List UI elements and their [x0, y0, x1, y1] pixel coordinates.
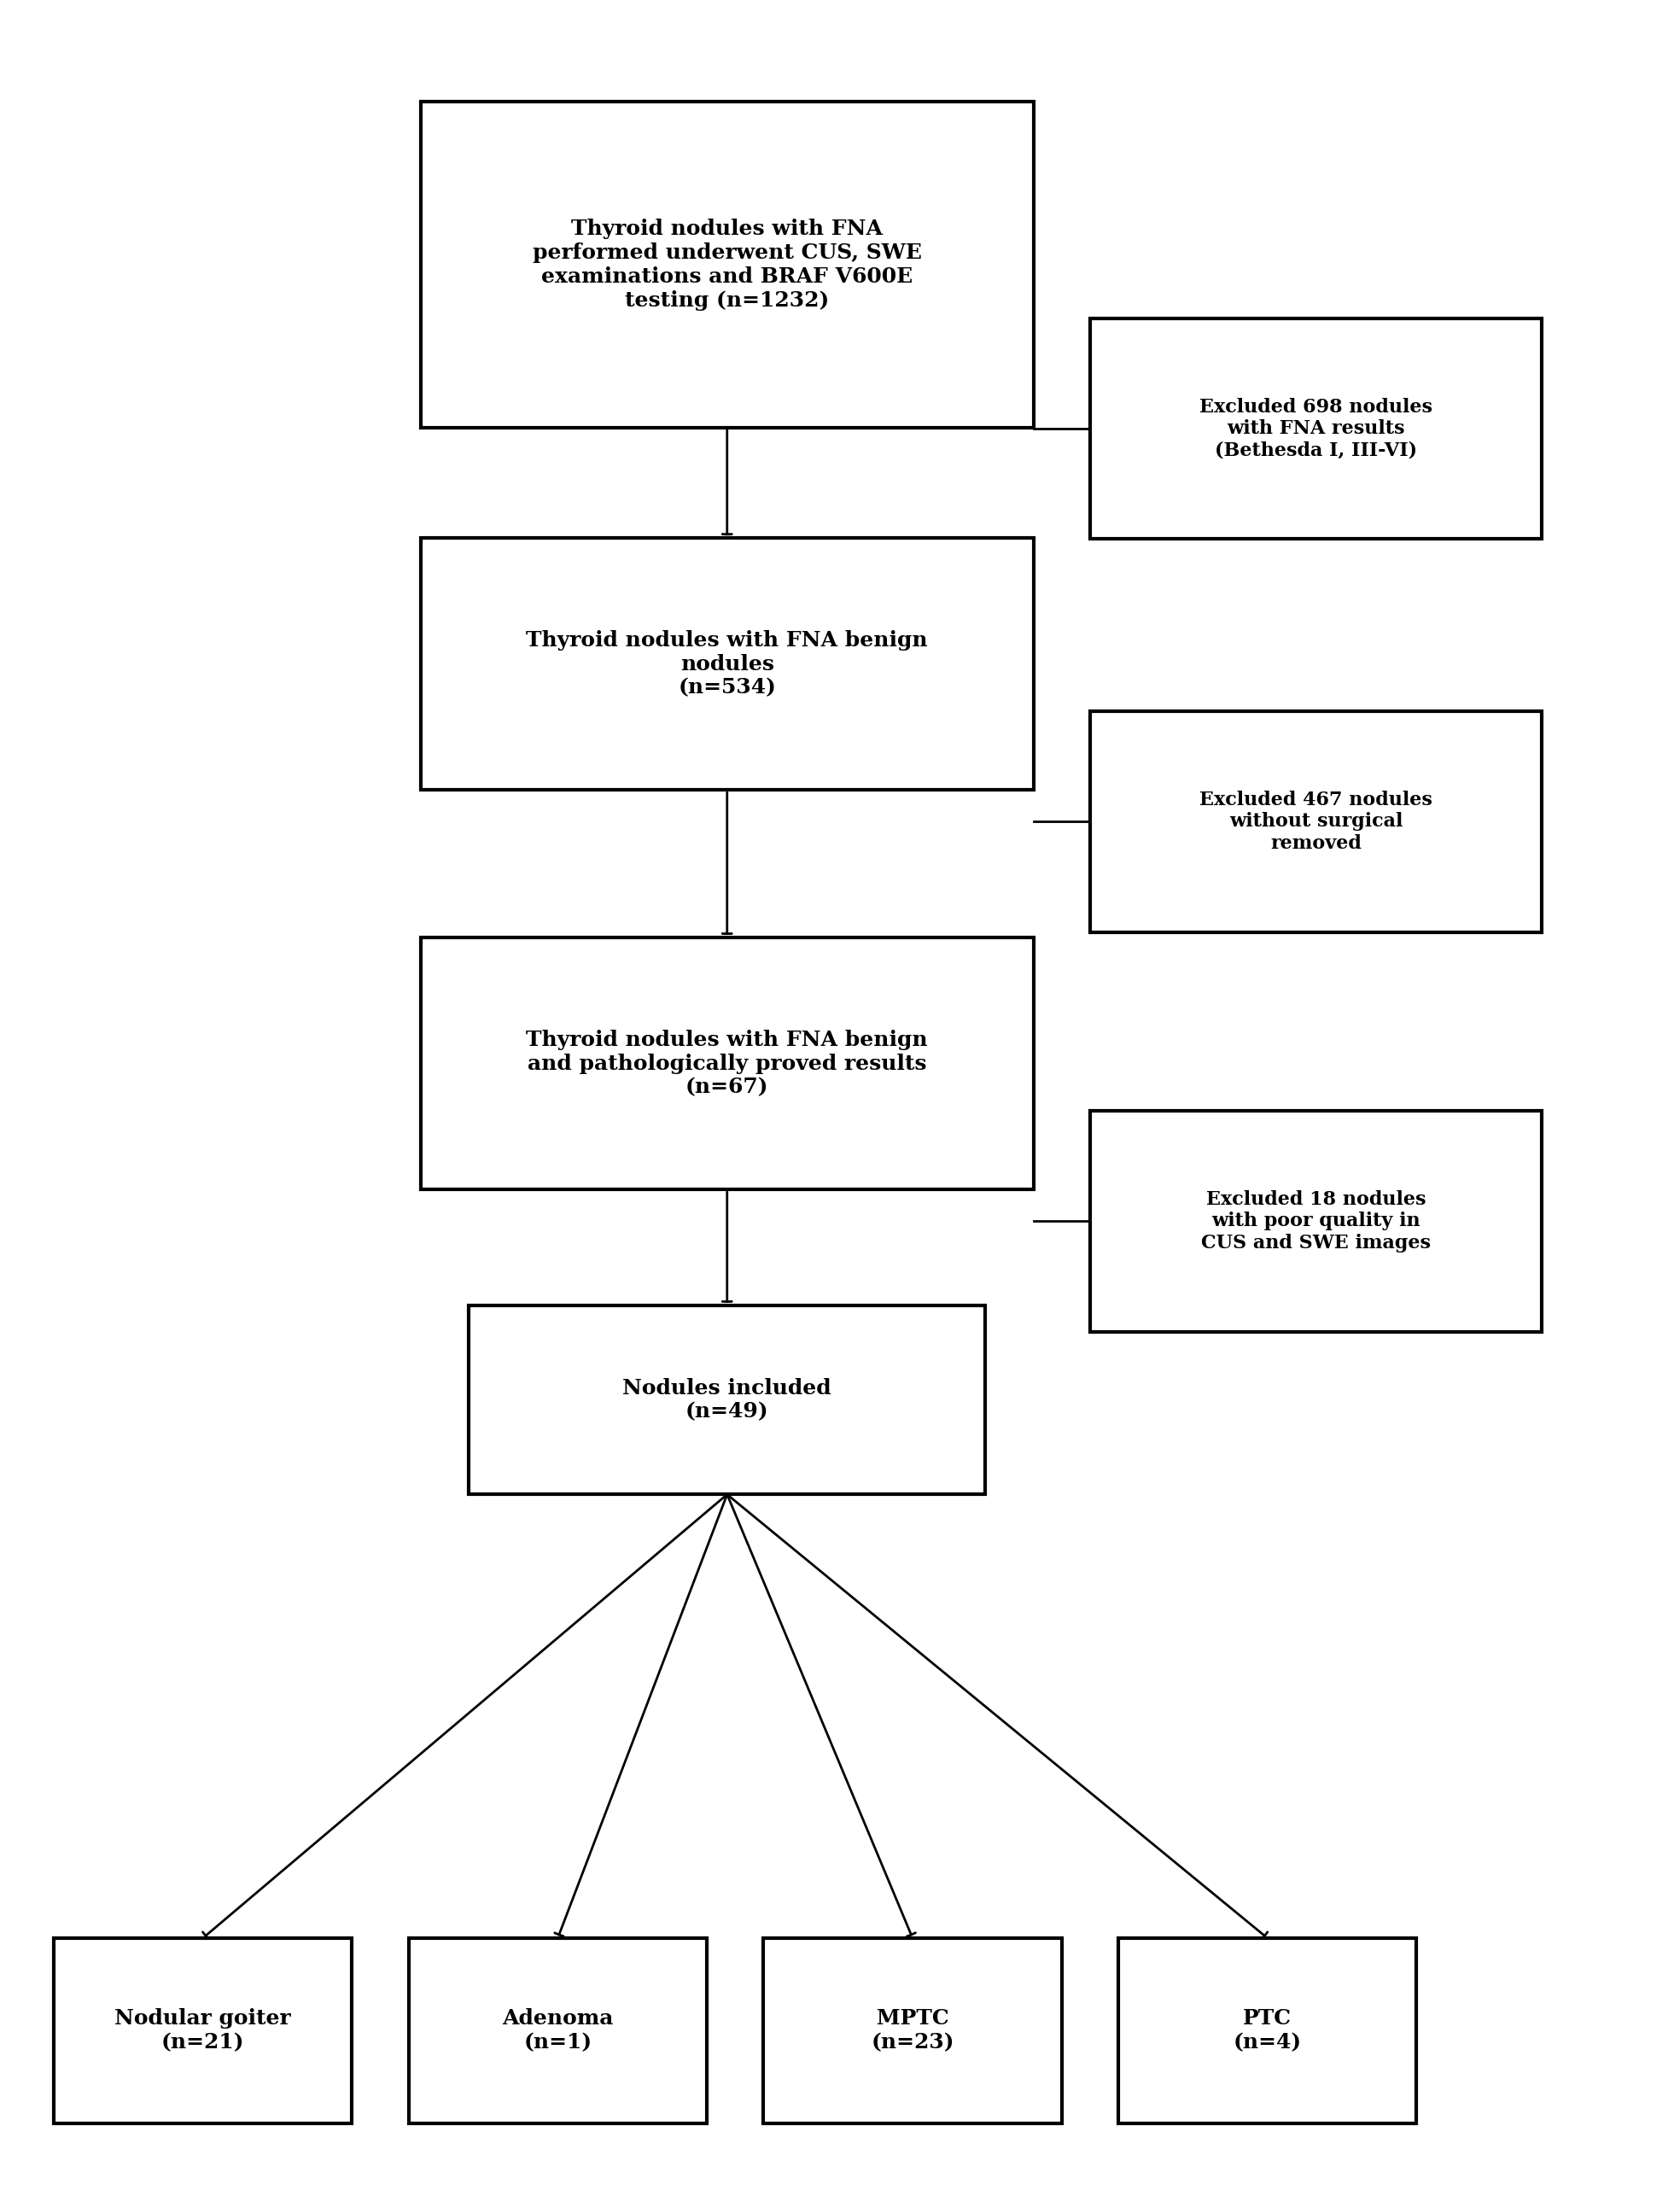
FancyBboxPatch shape	[1090, 712, 1542, 933]
Text: Adenoma
(n=1): Adenoma (n=1)	[502, 2008, 613, 2052]
FancyBboxPatch shape	[469, 1305, 984, 1494]
FancyBboxPatch shape	[763, 1938, 1062, 2122]
FancyBboxPatch shape	[1090, 318, 1542, 539]
FancyBboxPatch shape	[420, 101, 1033, 427]
FancyBboxPatch shape	[54, 1938, 353, 2122]
FancyBboxPatch shape	[408, 1938, 707, 2122]
Text: MPTC
(n=23): MPTC (n=23)	[870, 2008, 954, 2052]
Text: Thyroid nodules with FNA
performed underwent CUS, SWE
examinations and BRAF V600: Thyroid nodules with FNA performed under…	[533, 219, 922, 311]
Text: Excluded 18 nodules
with poor quality in
CUS and SWE images: Excluded 18 nodules with poor quality in…	[1201, 1189, 1431, 1253]
FancyBboxPatch shape	[420, 539, 1033, 791]
Text: Nodules included
(n=49): Nodules included (n=49)	[623, 1378, 832, 1421]
Text: Excluded 467 nodules
without surgical
removed: Excluded 467 nodules without surgical re…	[1200, 791, 1433, 852]
FancyBboxPatch shape	[1090, 1110, 1542, 1332]
Text: Thyroid nodules with FNA benign
and pathologically proved results
(n=67): Thyroid nodules with FNA benign and path…	[526, 1029, 927, 1097]
FancyBboxPatch shape	[1119, 1938, 1416, 2122]
Text: PTC
(n=4): PTC (n=4)	[1233, 2008, 1302, 2052]
Text: Thyroid nodules with FNA benign
nodules
(n=534): Thyroid nodules with FNA benign nodules …	[526, 631, 927, 699]
Text: Nodular goiter
(n=21): Nodular goiter (n=21)	[114, 2008, 291, 2052]
Text: Excluded 698 nodules
with FNA results
(Bethesda I, III-VI): Excluded 698 nodules with FNA results (B…	[1200, 396, 1433, 460]
FancyBboxPatch shape	[420, 937, 1033, 1189]
